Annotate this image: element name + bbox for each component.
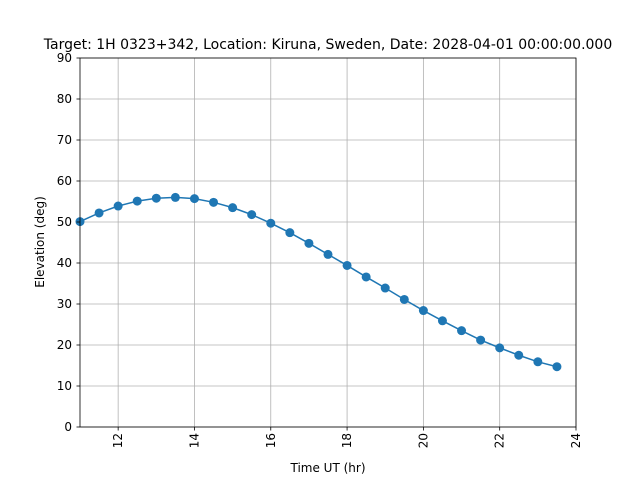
x-axis-label: Time UT (hr)	[289, 461, 365, 475]
y-tick-label: 70	[57, 133, 72, 147]
data-point	[266, 218, 276, 228]
data-point	[247, 210, 257, 220]
y-tick-label: 20	[57, 338, 72, 352]
data-point	[209, 197, 219, 207]
y-tick-label: 40	[57, 256, 72, 270]
data-point	[495, 343, 505, 353]
data-point	[170, 192, 180, 202]
data-point	[189, 194, 199, 204]
x-tick-label: 16	[264, 433, 278, 448]
x-tick-label: 20	[416, 433, 430, 448]
x-tick-label: 14	[187, 433, 201, 448]
y-tick-label: 30	[57, 297, 72, 311]
x-tick-label: 22	[493, 433, 507, 448]
data-point	[437, 316, 447, 326]
x-tick-label: 18	[340, 433, 354, 448]
data-point	[457, 326, 467, 336]
data-point	[113, 201, 123, 211]
data-point	[552, 362, 562, 372]
x-tick-label: 12	[111, 433, 125, 448]
y-tick-label: 60	[57, 174, 72, 188]
data-point	[304, 238, 314, 248]
data-point	[476, 335, 486, 345]
y-tick-label: 10	[57, 379, 72, 393]
data-point	[151, 193, 161, 203]
data-point	[132, 196, 142, 206]
data-point	[323, 249, 333, 259]
y-tick-label: 90	[57, 51, 72, 65]
chart-title: Target: 1H 0323+342, Location: Kiruna, S…	[43, 37, 613, 53]
data-point	[418, 306, 428, 316]
y-axis-label: Elevation (deg)	[33, 196, 47, 288]
axes-frame	[79, 57, 577, 428]
data-point	[380, 283, 390, 293]
data-point	[342, 260, 352, 270]
y-tick-label: 80	[57, 92, 72, 106]
data-point	[533, 357, 543, 367]
data-point	[94, 208, 104, 218]
ticks: 12 14 16 18 20 22 24 0 10 20 30 40 50 60 70 80 90	[57, 51, 583, 448]
data-point	[228, 203, 238, 213]
data-point	[361, 272, 371, 282]
y-tick-label: 0	[64, 420, 72, 434]
y-tick-label: 50	[57, 215, 72, 229]
data-point	[399, 294, 409, 304]
x-tick-label: 24	[569, 433, 583, 448]
data-series	[75, 192, 562, 372]
data-point	[285, 228, 295, 238]
data-point	[514, 350, 524, 360]
